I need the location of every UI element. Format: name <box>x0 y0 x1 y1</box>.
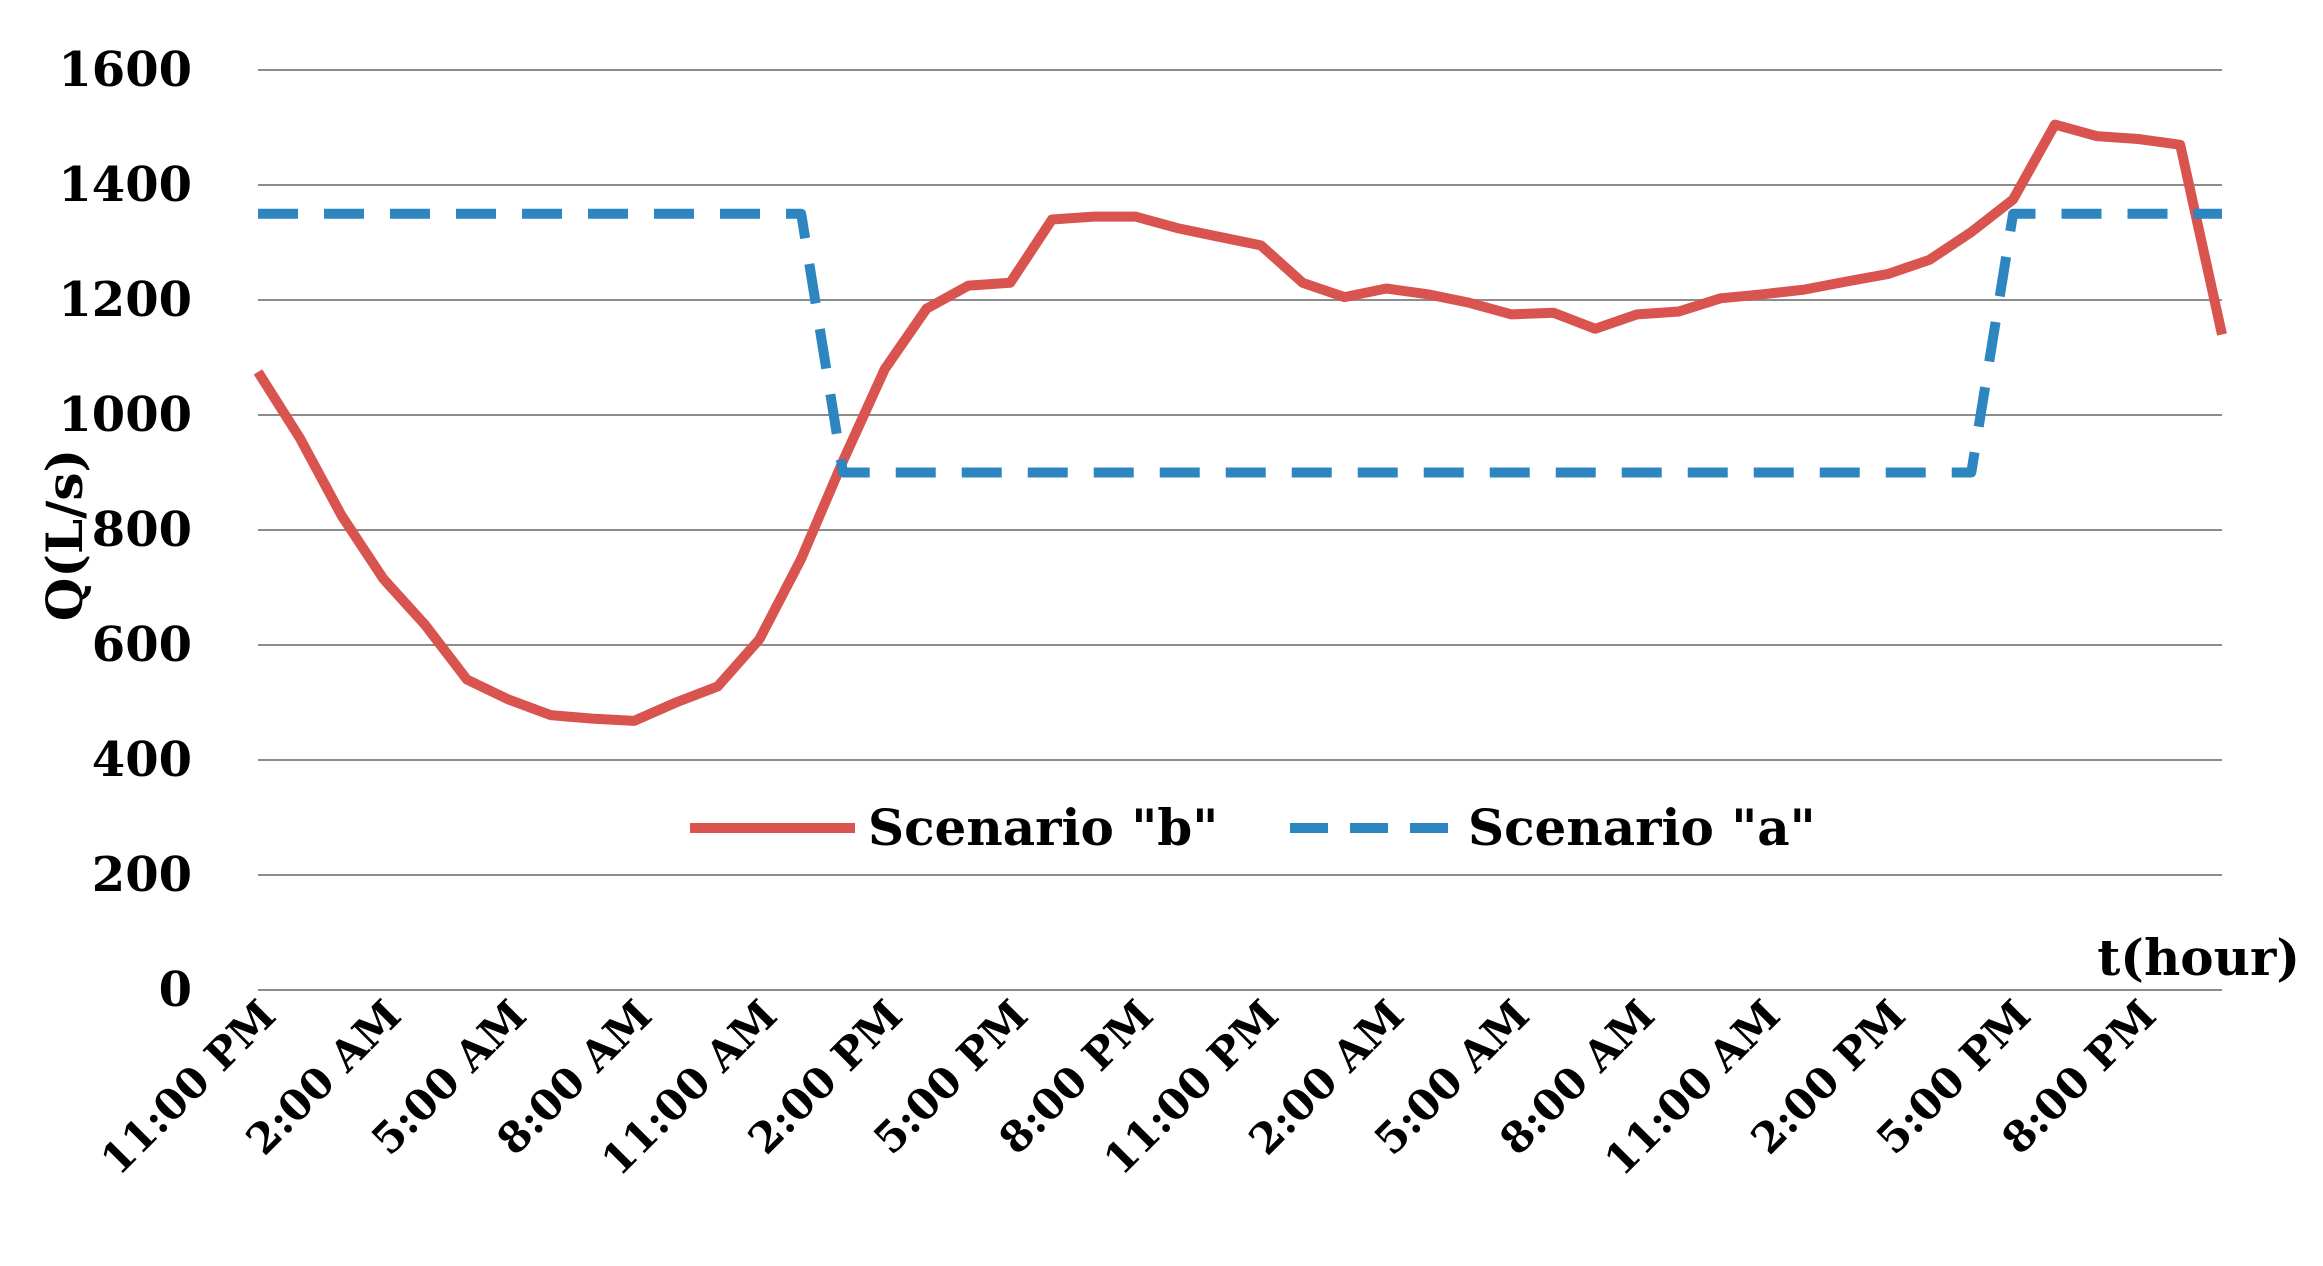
y-tick-label: 1000 <box>58 387 192 443</box>
series-line-scenario-b <box>253 119 2227 726</box>
y-tick-label: 400 <box>92 732 192 788</box>
y-tick-label: 200 <box>92 847 192 903</box>
y-tick-label: 0 <box>159 962 192 1018</box>
y-tick-label: 1200 <box>58 272 192 328</box>
y-axis-title: Q(L/s) <box>35 449 94 621</box>
legend: Scenario "b" Scenario "a" <box>690 798 1816 857</box>
x-tick-label: 11:00 PM <box>91 990 285 1184</box>
y-tick-label: 1600 <box>58 42 192 98</box>
legend-label-scenario-b: Scenario "b" <box>868 798 1218 857</box>
y-tick-label: 600 <box>92 617 192 673</box>
series-line-scenario-a <box>258 208 2222 478</box>
series-layer <box>253 119 2227 726</box>
legend-label-scenario-a: Scenario "a" <box>1468 798 1816 857</box>
grid-lines <box>258 69 2222 991</box>
y-tick-label: 1400 <box>58 157 192 213</box>
y-axis-ticks: 0 200 400 600 800 1000 1200 1400 1600 <box>58 42 192 1018</box>
x-axis-title: t(hour) <box>2097 928 2300 987</box>
y-tick-label: 800 <box>92 502 192 558</box>
